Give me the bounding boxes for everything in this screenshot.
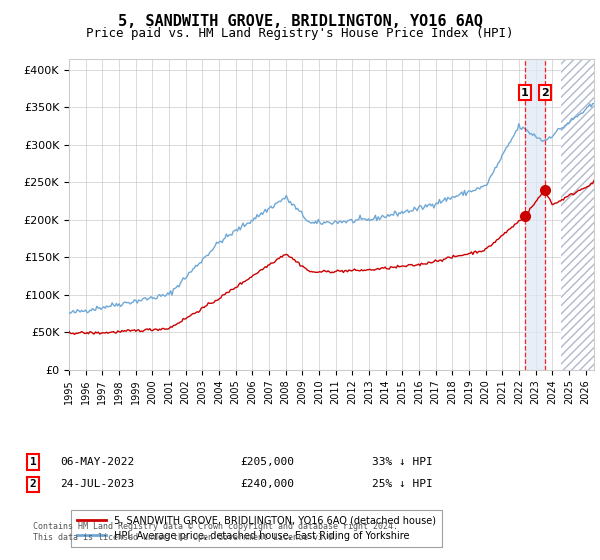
Text: £205,000: £205,000 <box>240 457 294 467</box>
Bar <box>560 59 594 370</box>
Text: 24-JUL-2023: 24-JUL-2023 <box>60 479 134 489</box>
Text: 2: 2 <box>541 87 549 97</box>
Text: Price paid vs. HM Land Registry's House Price Index (HPI): Price paid vs. HM Land Registry's House … <box>86 27 514 40</box>
Text: 1: 1 <box>521 87 529 97</box>
Legend: 5, SANDWITH GROVE, BRIDLINGTON, YO16 6AQ (detached house), HPI: Average price, d: 5, SANDWITH GROVE, BRIDLINGTON, YO16 6AQ… <box>71 510 442 547</box>
Text: 33% ↓ HPI: 33% ↓ HPI <box>372 457 433 467</box>
Text: 5, SANDWITH GROVE, BRIDLINGTON, YO16 6AQ: 5, SANDWITH GROVE, BRIDLINGTON, YO16 6AQ <box>118 14 482 29</box>
Text: Contains HM Land Registry data © Crown copyright and database right 2024.: Contains HM Land Registry data © Crown c… <box>33 522 398 531</box>
Text: 25% ↓ HPI: 25% ↓ HPI <box>372 479 433 489</box>
Text: 2: 2 <box>29 479 37 489</box>
Text: This data is licensed under the Open Government Licence v3.0.: This data is licensed under the Open Gov… <box>33 533 338 542</box>
Text: 06-MAY-2022: 06-MAY-2022 <box>60 457 134 467</box>
Bar <box>525 59 545 370</box>
Text: 1: 1 <box>29 457 37 467</box>
Text: £240,000: £240,000 <box>240 479 294 489</box>
